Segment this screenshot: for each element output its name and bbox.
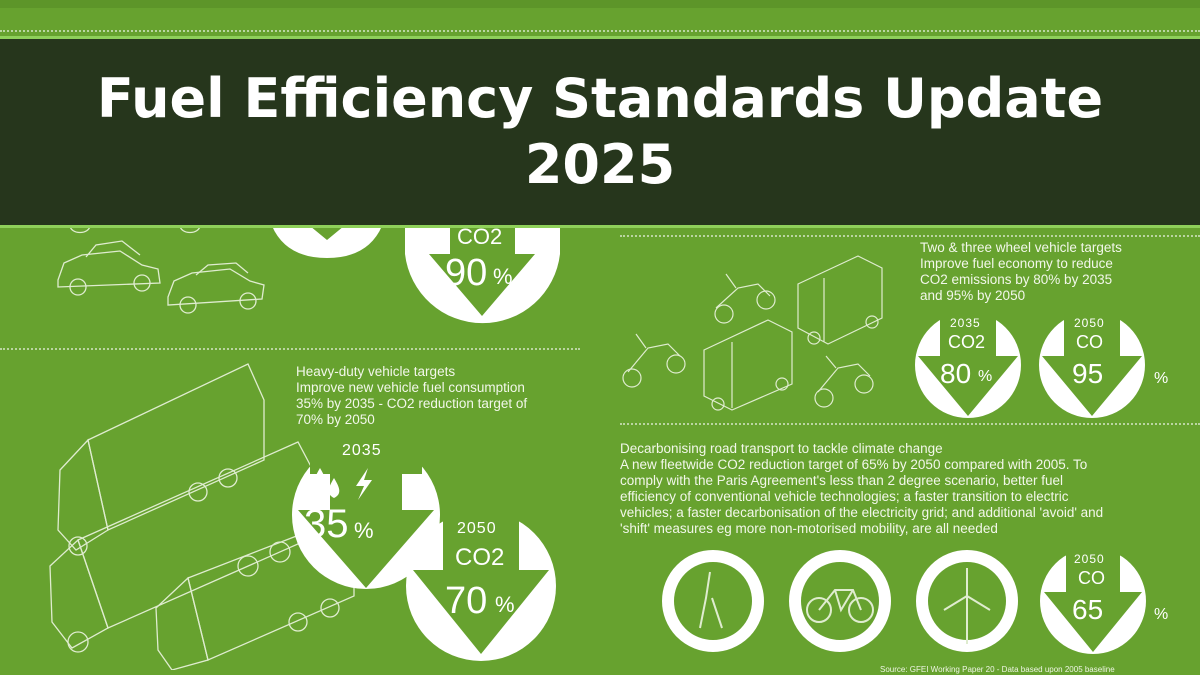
badge-year: 2035 [342, 442, 382, 459]
heavy-duty-2050-badge: 2050 CO2 70 % [405, 510, 557, 662]
source-note: Source: GFEI Working Paper 20 - Data bas… [880, 665, 1115, 674]
two-three-wheel-line-1: Improve fuel economy to reduce [920, 256, 1113, 271]
badge-value: 90 [445, 252, 488, 294]
divider-top [0, 30, 1200, 32]
divider-left [0, 348, 580, 350]
co-label: CO [1076, 332, 1103, 352]
top-stripe [0, 0, 1200, 8]
two-three-wheel-2050-badge: 2050 CO 95 % [1036, 312, 1168, 418]
co2-label: CO2 [455, 544, 505, 571]
car-illustrations [57, 225, 265, 314]
heavy-duty-line-2: 35% by 2035 - CO2 reduction target of [296, 396, 528, 411]
badge-value: 35 [304, 502, 349, 546]
wind-turbine-ring-icon [916, 550, 1018, 652]
decarbonising-heading: Decarbonising road transport to tackle c… [620, 441, 943, 456]
badge-unit: % [495, 592, 515, 617]
decarbonising-line-5: 'shift' measures eg more non-motorised m… [620, 521, 998, 536]
decarbonising-line-1: A new fleetwide CO2 reduction target of … [620, 457, 1088, 472]
co-label: CO [1078, 568, 1105, 588]
heavy-duty-line-3: 70% by 2050 [296, 412, 375, 427]
bicycle-ring-icon [789, 550, 891, 652]
badge-value: 95 [1072, 358, 1104, 389]
heavy-duty-heading: Heavy-duty vehicle targets [296, 364, 456, 379]
badge-year: 2050 [1074, 552, 1105, 566]
two-three-wheel-heading: Two & three wheel vehicle targets [920, 240, 1122, 255]
divider-right-lower [620, 423, 1200, 425]
badge-unit: % [1154, 606, 1169, 623]
badge-value: 65 [1072, 594, 1104, 625]
badge-year: 2050 [1074, 316, 1105, 330]
decarbonising-line-3: efficiency of conventional vehicle techn… [620, 489, 1069, 504]
badge-unit: % [493, 264, 513, 289]
two-three-wheel-2035-badge: 2035 CO2 80 % [912, 312, 1024, 418]
two-three-wheel-text: Two & three wheel vehicle targets Improv… [920, 240, 1122, 304]
badge-unit: % [1154, 370, 1169, 387]
two-three-wheel-line-3: and 95% by 2050 [920, 288, 1026, 303]
walking-ring-icon [662, 550, 764, 652]
decarbonising-line-4: vehicles; a faster decarbonisation of th… [620, 505, 1104, 520]
two-three-wheeler-illustrations [622, 255, 883, 411]
heavy-duty-line-1: Improve new vehicle fuel consumption [296, 380, 525, 395]
badge-year: 2035 [950, 316, 981, 330]
decarbonising-2050-badge: 2050 CO 65 % [1038, 548, 1168, 654]
co2-label: CO2 [457, 224, 503, 249]
badge-value: 80 [940, 358, 972, 389]
co2-label: CO2 [948, 332, 986, 352]
badge-value: 70 [445, 580, 488, 622]
co2-90-badge: CO2 90 % [405, 224, 560, 332]
divider-right [620, 235, 1200, 237]
badge-year: 2050 [457, 520, 497, 537]
badge-unit: % [354, 518, 374, 543]
page-title: Fuel Efficiency Standards Update 2025 [96, 67, 1104, 196]
decarbonising-text: Decarbonising road transport to tackle c… [620, 441, 1103, 537]
two-three-wheel-line-2: CO2 emissions by 80% by 2035 [920, 272, 1113, 287]
partial-badge-top [272, 226, 382, 258]
badge-unit: % [978, 368, 993, 385]
heavy-duty-text: Heavy-duty vehicle targets Improve new v… [296, 364, 527, 428]
decarbonising-line-2: comply with the Paris Agreement's less t… [620, 473, 1064, 488]
heavy-duty-2035-badge: 2035 35 % [290, 440, 442, 590]
title-banner: Fuel Efficiency Standards Update 2025 [0, 36, 1200, 228]
